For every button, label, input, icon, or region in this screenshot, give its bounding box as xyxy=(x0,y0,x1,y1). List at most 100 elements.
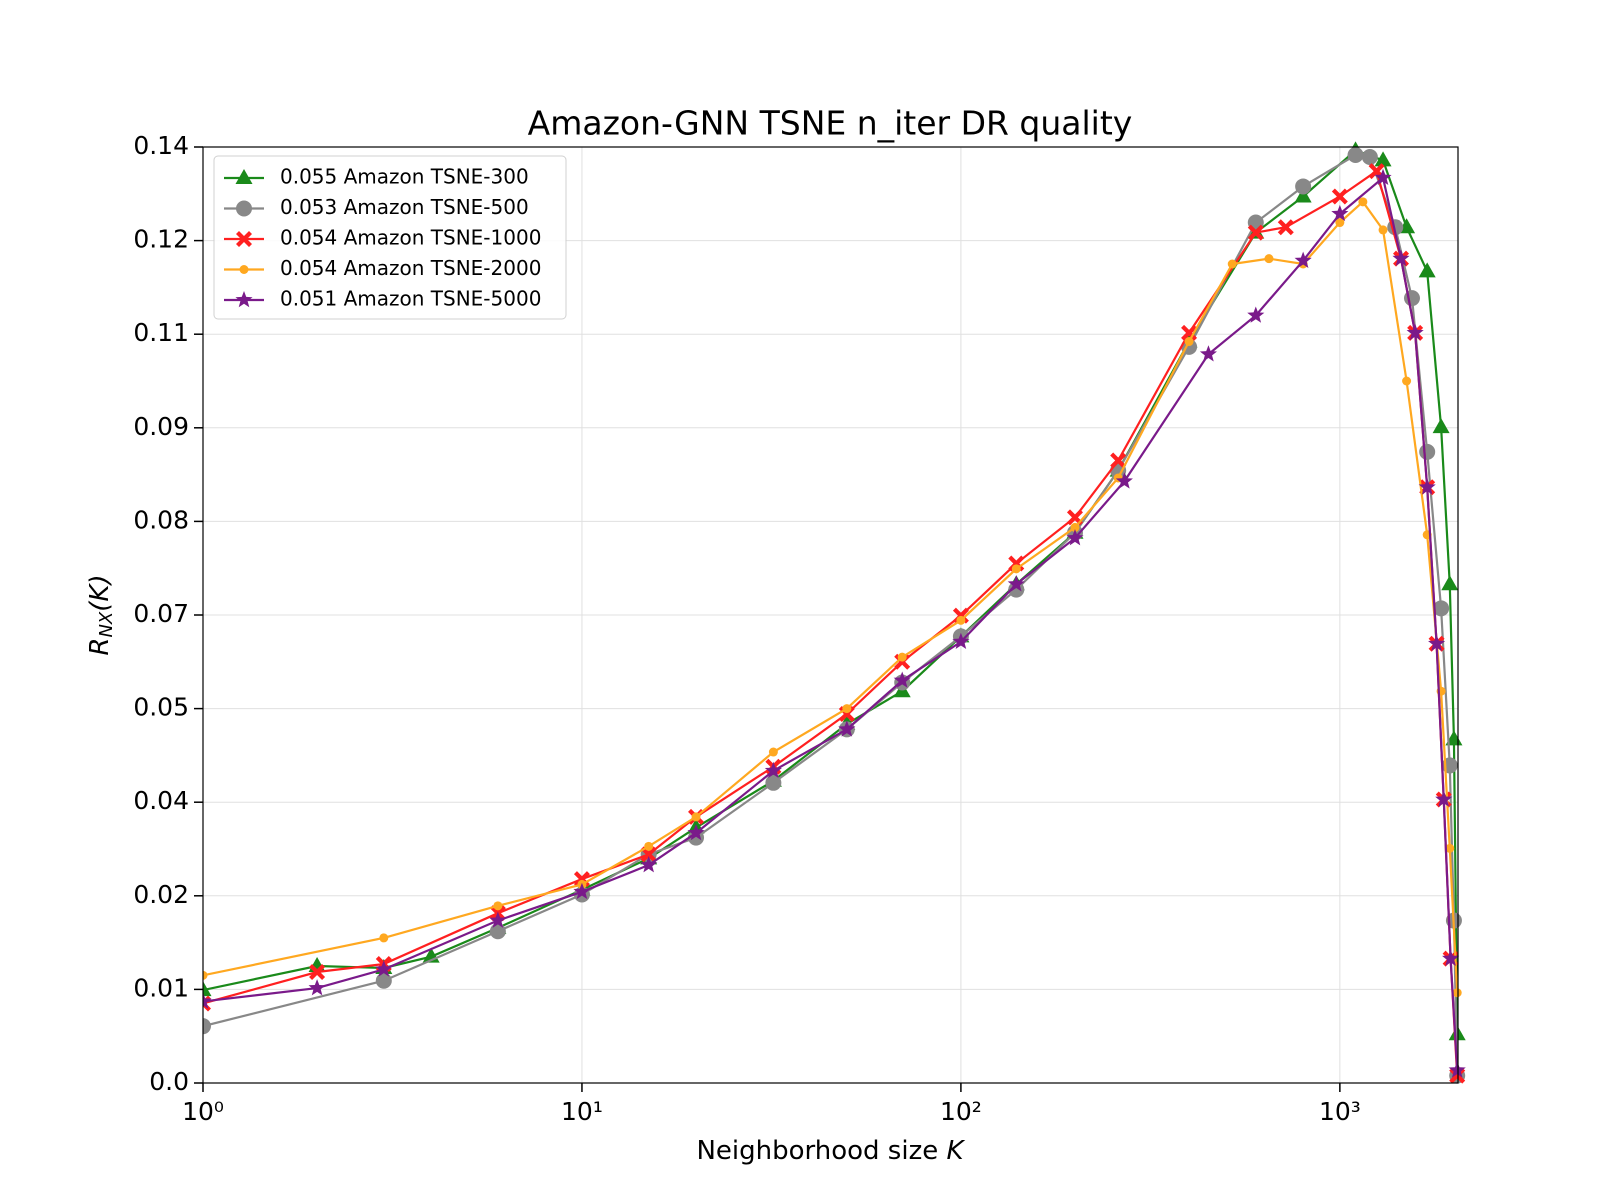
legend-label: 0.051 Amazon TSNE-5000 xyxy=(280,287,541,311)
marker xyxy=(765,774,782,791)
marker xyxy=(1294,187,1312,203)
x-tick-label: 10³ xyxy=(1319,1097,1361,1126)
marker xyxy=(1392,249,1410,266)
marker xyxy=(956,615,966,625)
marker xyxy=(1378,225,1388,235)
marker xyxy=(952,632,970,650)
marker xyxy=(1418,478,1436,495)
marker xyxy=(1433,600,1450,617)
marker xyxy=(375,972,392,989)
x-tick-label: 10⁰ xyxy=(182,1097,224,1126)
marker xyxy=(1441,575,1459,591)
marker xyxy=(1184,337,1194,347)
plot-frame xyxy=(202,146,1459,1084)
marker xyxy=(764,761,782,779)
series-line xyxy=(203,175,1459,1071)
marker xyxy=(640,856,658,873)
legend-label: 0.054 Amazon TSNE-1000 xyxy=(280,226,541,250)
marker xyxy=(1008,581,1025,598)
marker xyxy=(1335,218,1345,228)
marker xyxy=(1406,323,1424,341)
x-axis-label: Neighborhood size K xyxy=(696,1136,965,1166)
marker xyxy=(1227,259,1237,269)
legend-marker-group xyxy=(235,169,253,184)
marker xyxy=(1448,1061,1466,1078)
marker xyxy=(309,964,326,981)
marker xyxy=(893,671,911,688)
marker xyxy=(1294,251,1312,268)
marker xyxy=(1445,843,1455,853)
marker xyxy=(203,992,212,1009)
x-tick-label: 10² xyxy=(940,1097,982,1126)
marker xyxy=(203,1018,211,1035)
marker xyxy=(1066,529,1084,546)
series xyxy=(203,197,1462,998)
marker xyxy=(1011,564,1021,574)
x-tick-label: 10¹ xyxy=(561,1097,603,1126)
marker xyxy=(644,841,654,851)
marker xyxy=(1418,262,1436,278)
legend-marker-group xyxy=(236,200,252,217)
y-tick-label: 0.01 xyxy=(133,973,189,1002)
marker xyxy=(897,652,907,662)
legend-marker-group xyxy=(236,231,252,247)
y-tick-label: 0.07 xyxy=(133,599,189,628)
marker xyxy=(308,979,326,996)
marker xyxy=(1374,168,1392,186)
series-line xyxy=(203,200,1459,993)
marker xyxy=(1331,204,1349,222)
marker xyxy=(203,970,208,980)
marker xyxy=(687,823,705,841)
y-tick-label: 0.12 xyxy=(133,225,189,254)
y-tick-label: 0.14 xyxy=(133,131,189,160)
legend-marker-group xyxy=(239,265,249,274)
legend-marker-group xyxy=(235,291,253,308)
marker xyxy=(768,747,778,757)
legend-label: 0.053 Amazon TSNE-500 xyxy=(280,195,529,219)
y-axis-label: RNX(K) xyxy=(85,574,118,655)
legend-marker xyxy=(235,291,253,308)
marker xyxy=(838,720,856,737)
y-label-main: R xyxy=(85,638,115,656)
marker xyxy=(691,812,701,822)
marker xyxy=(1374,151,1392,167)
marker xyxy=(1435,790,1453,807)
y-label-sub: NX xyxy=(96,611,117,637)
legend-label: 0.054 Amazon TSNE-2000 xyxy=(280,256,541,280)
chart-title: Amazon-GNN TSNE n_iter DR quality xyxy=(528,104,1133,143)
marker xyxy=(573,882,591,900)
legend-marker xyxy=(239,265,249,274)
marker xyxy=(1277,219,1294,236)
marker xyxy=(1419,443,1436,460)
marker xyxy=(379,933,389,943)
marker xyxy=(203,981,212,997)
marker xyxy=(1115,472,1133,489)
y-tick-label: 0.11 xyxy=(133,318,189,347)
y-tick-label: 0.04 xyxy=(133,786,189,815)
y-tick-label: 0.08 xyxy=(133,505,189,534)
y-tick-label: 0.05 xyxy=(133,693,189,722)
marker xyxy=(1110,452,1127,469)
legend-box xyxy=(213,155,567,320)
marker xyxy=(1402,376,1412,386)
marker xyxy=(640,846,657,863)
marker xyxy=(493,901,503,911)
y-tick-label: 0.02 xyxy=(133,880,189,909)
x-label-var: K xyxy=(946,1136,965,1166)
series-line xyxy=(203,149,1459,1035)
y-tick-label: 0.09 xyxy=(133,412,189,441)
series xyxy=(203,168,1466,1078)
marker xyxy=(375,960,393,977)
marker xyxy=(1442,949,1460,966)
marker xyxy=(1358,197,1368,207)
legend-marker xyxy=(235,169,253,184)
marker xyxy=(1199,345,1218,362)
y-label-tail: (K) xyxy=(85,574,115,611)
marker xyxy=(1181,324,1198,341)
marker xyxy=(1331,188,1348,205)
marker xyxy=(1449,1067,1466,1084)
legend-marker xyxy=(236,231,252,247)
x-label-text: Neighborhood size xyxy=(696,1136,946,1166)
